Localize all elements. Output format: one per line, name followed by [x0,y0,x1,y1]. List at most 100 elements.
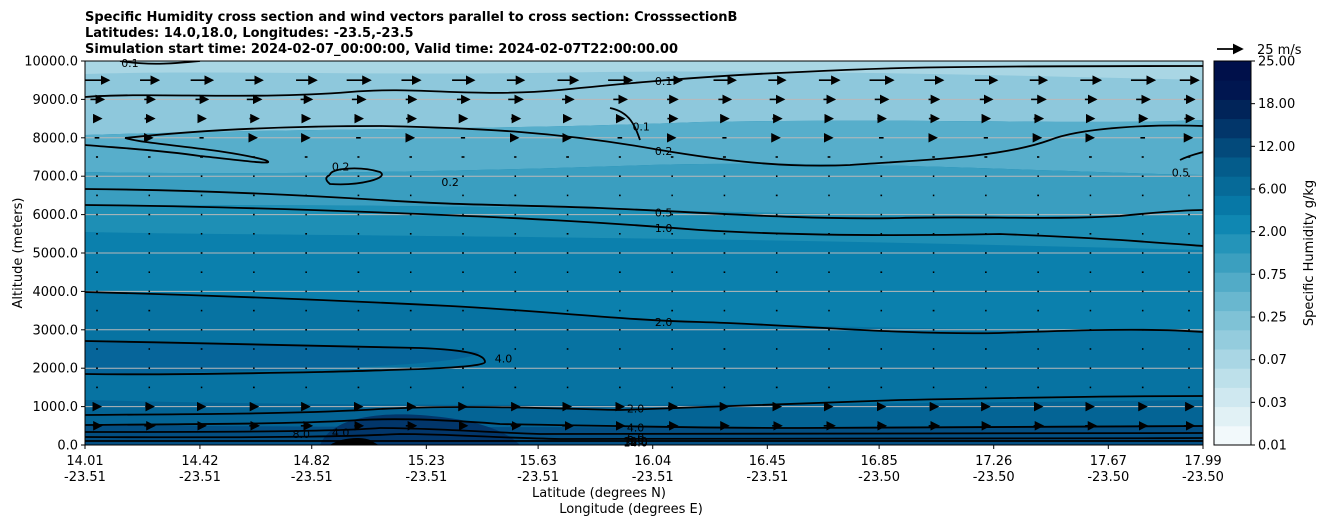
x-tick-label-latitude: 14.82 [293,454,330,469]
contour-line-4.0 [85,340,486,376]
x-axis: 14.01-23.5114.42-23.5114.82-23.5115.23-2… [64,445,1224,485]
colorbar-tick-label: 6.00 [1258,183,1287,198]
surface-max-blob [330,437,380,445]
contour-label: 8.0 [293,428,311,441]
contour-line-0.1-mid [609,107,641,141]
colorbar-segment [1214,157,1251,177]
x-tick-label-longitude: -23.51 [291,470,333,485]
colorbar-segment [1214,406,1251,427]
colorbar-segment [1214,195,1251,216]
colorbar-segment [1214,349,1251,369]
colorbar-tick-label: 0.75 [1258,268,1287,283]
contour-label: 0.5 [1172,166,1190,179]
contour-line-0.2-upper [124,124,1203,167]
contour-label: 0.1 [632,120,650,133]
x-tick-label-latitude: 17.26 [975,454,1012,469]
x-tick-label-latitude: 14.01 [66,454,103,469]
contour-label: 4.0 [495,353,513,366]
contour-label: 0.1 [655,75,673,88]
x-tick-label-longitude: -23.51 [64,470,106,485]
x-tick-label-longitude: -23.51 [632,470,674,485]
x-tick-label-longitude: -23.51 [746,470,788,485]
contour-label: 0.1 [121,57,139,70]
colorbar-tick-label: 0.25 [1258,311,1287,326]
colorbar-segment [1214,387,1251,408]
colorbar-segment [1214,272,1251,292]
colorbar-segment [1214,61,1251,81]
contour-label: 2.0 [627,403,645,416]
contour-label: 4.0 [627,422,645,435]
x-tick-label-longitude: -23.51 [179,470,221,485]
colorbar-segment [1214,368,1251,388]
contour-label: 8.0 [627,434,645,447]
fill-mid-band-3 [85,205,1203,250]
x-tick-label-latitude: 15.63 [520,454,557,469]
contour-line-0.5-right [1179,151,1203,161]
contour-line-10.0 [85,440,1203,443]
y-axis: 0.0 1000.0 2000.0 3000.0 4000.0 5000.0 6000.0 7… [24,55,85,454]
x-tick-label-latitude: 17.99 [1184,454,1221,469]
contour-label: 0.2 [441,176,459,189]
chart-title-line-3: Simulation start time: 2024-02-07_00:00:… [85,42,678,57]
contour-line-0.2-loop [85,137,269,164]
chart-title-line-2: Latitudes: 14.0,18.0, Longitudes: -23.5,… [85,26,414,41]
contour-label: 12.0 [623,436,648,449]
x-tick-label-latitude: 14.42 [181,454,218,469]
contour-label: 0.5 [655,207,673,220]
colorbar-segment [1214,253,1251,273]
y-tick-label: 5000.0 [33,247,79,262]
colorbar-tick-label: 18.00 [1258,97,1295,112]
x-tick-label-longitude: -23.50 [973,470,1015,485]
colorbar-ticks: 0.01 0.03 0.07 0.25 0.75 2.00 6.00 12.00 18.00 25… [1251,55,1295,454]
contour-line-8.0 [85,433,1203,440]
colorbar-segment [1214,425,1251,446]
contour-label: 4.0 [332,426,350,439]
fill-mid-band-2 [85,163,1203,217]
colorbar-tick-label: 0.01 [1258,439,1287,454]
x-axis-label-longitude: Longitude (degrees E) [559,502,703,517]
wind-reference-label: 25 m/s [1257,43,1302,58]
x-axis-label-latitude: Latitude (degrees N) [532,486,666,501]
x-tick-label-longitude: -23.50 [1182,470,1224,485]
contour-line-6.0 [85,427,1203,435]
x-tick-label-longitude: -23.50 [858,470,900,485]
y-tick-label: 7000.0 [33,170,79,185]
contour-label: 0.2 [332,161,350,174]
fill-moist-pocket [85,340,480,374]
y-tick-label: 4000.0 [33,285,79,300]
colorbar-tick-label: 2.00 [1258,225,1287,240]
y-tick-label: 2000.0 [33,362,79,377]
contour-label: 14.0 [623,437,648,450]
colorbar-segment [1214,118,1251,139]
colorbar-tick-label: 12.00 [1258,140,1295,155]
fill-top-dry [85,61,1203,80]
y-tick-label: 8000.0 [33,131,79,146]
colorbar-label: Specific Humidity g/kg [1302,180,1317,326]
wind-vectors [85,75,1200,431]
colorbar-segment [1214,310,1251,331]
x-tick-label-latitude: 16.85 [861,454,898,469]
colorbar-segment [1214,99,1251,120]
y-tick-label: 9000.0 [33,93,79,108]
colorbar-tick-label: 25.00 [1258,55,1295,70]
y-axis-label: Altitude (meters) [11,198,26,309]
colorbar-tick-label: 0.07 [1258,353,1287,368]
colorbar-segment [1214,80,1251,100]
chart-title-line-1: Specific Humidity cross section and wind… [85,10,737,25]
colorbar-segment [1214,137,1251,158]
y-grid-lines [85,98,1203,408]
x-tick-label-latitude: 17.67 [1090,454,1127,469]
y-tick-label: 0.0 [57,439,78,454]
contour-line-0.2-closed [325,167,383,186]
colorbar-tick-label: 0.03 [1258,396,1287,411]
colorbar-segment [1214,233,1251,254]
x-tick-label-latitude: 16.04 [634,454,671,469]
y-tick-label: 3000.0 [33,323,79,338]
contour-label: 2.0 [655,316,673,329]
colorbar-frame [1213,60,1252,446]
contour-label: 6.0 [627,431,645,444]
colorbar-segment [1214,214,1251,235]
x-tick-label-longitude: -23.51 [517,470,559,485]
x-tick-label-latitude: 16.45 [749,454,786,469]
